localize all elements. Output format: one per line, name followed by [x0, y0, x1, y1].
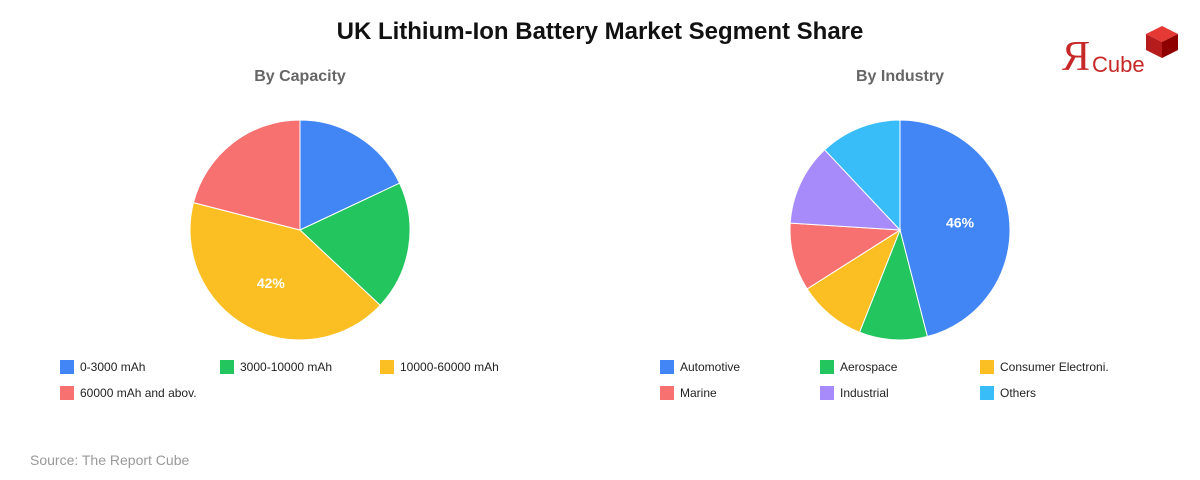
legend-label: Automotive — [680, 360, 741, 374]
industry-pie: 46% — [789, 119, 1011, 341]
pie-slice — [299, 119, 401, 231]
legend-item: 60000 mAh and abov. — [60, 386, 197, 400]
legend-label: 10000-60000 mAh — [400, 360, 499, 374]
legend-label: 60000 mAh and abov. — [80, 386, 197, 400]
legend-swatch — [980, 360, 994, 374]
pie-slice — [189, 202, 381, 341]
pie-slice — [823, 119, 901, 232]
slice-data-label: 46% — [946, 214, 975, 230]
legend-label: Others — [1000, 386, 1037, 400]
capacity-pie: 42% — [189, 119, 411, 341]
legend-item: Consumer Electroni. — [980, 360, 1109, 374]
pie-slice — [299, 182, 411, 307]
pie-slice — [789, 149, 902, 231]
legend-swatch — [380, 360, 394, 374]
brand-logo: Я Cube — [1060, 24, 1184, 84]
legend-swatch — [820, 360, 834, 374]
legend-label: Marine — [680, 386, 717, 400]
legend-swatch — [60, 386, 74, 400]
legend-label: Industrial — [840, 386, 889, 400]
pie-slice — [899, 119, 1011, 338]
cube-icon — [1146, 26, 1178, 58]
industry-chart: By Industry 46% Automotive Aerospace Consu… — [600, 60, 1200, 420]
legend-swatch — [660, 360, 674, 374]
page-title: UK Lithium-Ion Battery Market Segment Sh… — [336, 18, 864, 45]
legend-item: 0-3000 mAh — [60, 360, 145, 374]
chart-subtitle: By Capacity — [254, 68, 346, 85]
legend-swatch — [60, 360, 74, 374]
legend-swatch — [660, 386, 674, 400]
legend-swatch — [220, 360, 234, 374]
chart-subtitle: By Industry — [855, 68, 944, 85]
legend-label: Consumer Electroni. — [1000, 360, 1109, 374]
capacity-chart: By Capacity 42% 0-3000 mAh 3000-10000 mAh… — [0, 60, 600, 420]
legend-item: Aerospace — [820, 360, 897, 374]
legend-item: Industrial — [820, 386, 889, 400]
slice-data-label: 42% — [257, 275, 286, 291]
logo-letter: Я — [1062, 34, 1091, 80]
legend-item: Automotive — [660, 360, 740, 374]
legend-item: Others — [980, 386, 1036, 400]
logo-word: Cube — [1092, 52, 1145, 77]
legend-item: 3000-10000 mAh — [220, 360, 332, 374]
legend-item: Marine — [660, 386, 717, 400]
pie-slice — [192, 119, 301, 231]
legend-label: 0-3000 mAh — [80, 360, 146, 374]
source-note: Source: The Report Cube — [30, 452, 190, 468]
legend-label: 3000-10000 mAh — [240, 360, 333, 374]
legend-label: Aerospace — [840, 360, 898, 374]
legend-swatch — [980, 386, 994, 400]
legend-item: 10000-60000 mAh — [380, 360, 499, 374]
legend-swatch — [820, 386, 834, 400]
